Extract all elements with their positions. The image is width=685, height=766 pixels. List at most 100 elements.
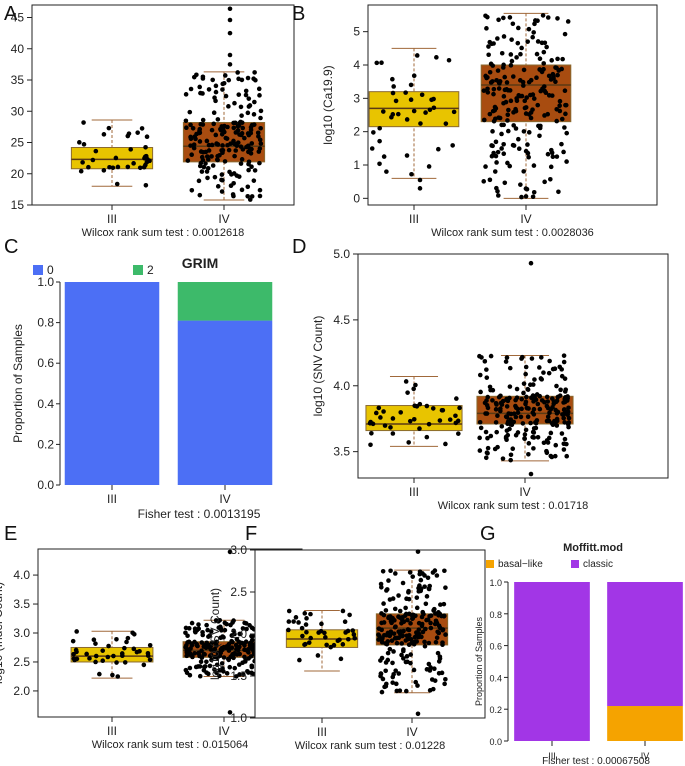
data-point	[199, 169, 205, 174]
data-point	[115, 164, 121, 170]
data-point	[221, 655, 227, 660]
data-point	[379, 60, 384, 66]
legend-swatch	[486, 560, 494, 568]
data-point	[384, 169, 389, 174]
x-tick-label: III	[409, 212, 419, 226]
data-point	[534, 75, 539, 81]
data-point	[220, 666, 225, 671]
data-point	[209, 640, 215, 646]
data-point	[243, 88, 249, 94]
data-point	[235, 644, 241, 650]
data-point	[224, 644, 230, 649]
data-point	[387, 646, 393, 652]
data-point	[211, 110, 217, 116]
data-point	[340, 642, 346, 647]
data-point	[390, 660, 395, 666]
data-point	[222, 73, 228, 78]
data-point	[389, 638, 395, 643]
data-point	[530, 194, 536, 200]
data-point	[213, 132, 219, 138]
data-point	[194, 131, 199, 137]
data-point	[286, 608, 292, 614]
data-point	[386, 578, 391, 583]
data-point	[114, 181, 120, 187]
data-point	[391, 84, 396, 89]
data-point	[114, 660, 119, 665]
data-point	[249, 164, 254, 170]
outlier-point	[417, 177, 423, 183]
data-point	[383, 668, 388, 674]
data-point	[485, 435, 490, 441]
data-point	[453, 413, 458, 419]
data-point	[81, 120, 86, 125]
data-point	[537, 125, 543, 131]
data-point	[189, 187, 195, 193]
data-point	[382, 684, 387, 690]
panel-A: A15202530354045BMIIIIIVWilcox rank sum t…	[4, 3, 295, 239]
outlier-point	[227, 549, 233, 555]
data-point	[184, 653, 190, 659]
data-point	[131, 161, 136, 166]
data-point	[548, 430, 554, 436]
data-point	[212, 95, 217, 101]
data-point	[120, 653, 125, 659]
data-point	[531, 30, 536, 35]
data-point	[406, 627, 412, 633]
data-point	[408, 621, 413, 626]
data-point	[188, 86, 194, 92]
data-point	[71, 656, 77, 661]
data-point	[436, 146, 441, 152]
data-point	[404, 654, 410, 659]
data-point	[560, 412, 565, 417]
data-point	[416, 589, 422, 594]
data-point	[249, 633, 254, 639]
data-point	[535, 18, 540, 23]
data-point	[509, 58, 515, 64]
data-point	[210, 163, 216, 168]
data-point	[427, 583, 433, 589]
panel-label: C	[4, 236, 18, 258]
data-point	[204, 659, 209, 665]
data-point	[232, 650, 237, 656]
data-point	[436, 630, 442, 636]
data-point	[545, 151, 551, 157]
data-point	[521, 83, 526, 88]
data-point	[256, 149, 262, 154]
data-point	[220, 81, 226, 87]
data-point	[197, 84, 202, 90]
data-point	[238, 631, 243, 637]
data-point	[541, 370, 546, 375]
data-point	[532, 377, 537, 382]
data-point	[500, 456, 506, 461]
data-point	[418, 577, 424, 583]
outlier-point	[227, 52, 233, 58]
data-point	[554, 418, 560, 424]
data-point	[390, 90, 396, 96]
data-point	[404, 117, 410, 122]
data-point	[410, 616, 415, 622]
data-point	[525, 39, 531, 44]
data-point	[257, 160, 262, 166]
data-point	[220, 147, 226, 153]
data-point	[500, 398, 506, 404]
data-point	[524, 405, 530, 411]
data-point	[533, 420, 539, 426]
data-point	[485, 445, 491, 451]
data-point	[90, 157, 96, 163]
data-point	[522, 436, 527, 441]
data-point	[544, 44, 549, 50]
data-point	[201, 651, 207, 657]
data-point	[219, 189, 225, 194]
data-point	[432, 568, 438, 573]
data-point	[198, 90, 203, 96]
data-point	[226, 147, 232, 153]
data-point	[390, 674, 396, 680]
data-point	[508, 457, 513, 463]
data-point	[240, 125, 246, 131]
y-tick-label: 4.0	[333, 379, 350, 393]
data-point	[405, 659, 410, 665]
data-point	[193, 664, 199, 670]
data-point	[245, 668, 250, 674]
data-point	[93, 659, 98, 665]
